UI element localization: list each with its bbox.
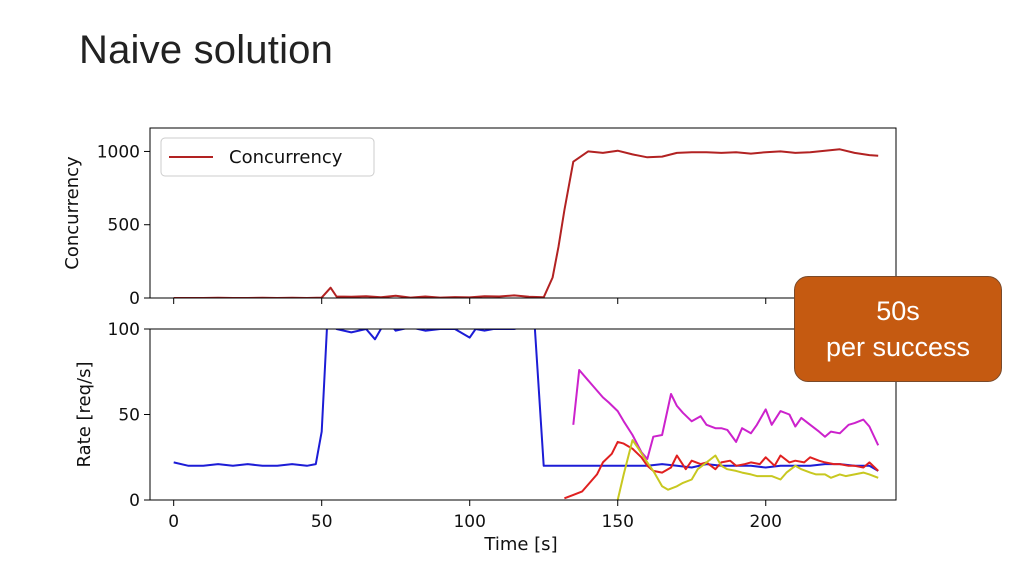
y-tick-label: 100 [108,320,140,340]
y-tick-label: 50 [118,406,140,426]
x-tick-label: 50 [311,512,333,532]
series-line-series-2 [572,369,880,460]
y-tick-label: 500 [108,216,140,236]
y-tick-label: 1000 [97,142,140,162]
x-tick-label: 150 [602,512,634,532]
slide-title: Naive solution [79,28,334,72]
legend-box [160,137,375,177]
callout-box: 50s per success [794,276,1002,382]
axes-frame [149,127,897,299]
x-axis-label: Time [s] [483,534,557,555]
legend-label: Concurrency [229,147,343,168]
callout-line-2: per success [825,332,971,362]
legend: Concurrency [160,137,375,177]
y-axis-label: Concurrency [62,156,83,270]
y-axis-label: Rate [req/s] [74,362,95,468]
x-tick-label: 0 [168,512,179,532]
series-line-series-4 [616,439,879,500]
y-tick-label: 0 [129,289,140,309]
concurrency-plot: 0 500 1000 Concurrency Concurrency [62,127,897,309]
y-tick-label: 0 [129,491,140,511]
x-tick-label: 200 [750,512,782,532]
x-tick-label: 100 [453,512,485,532]
series-line-series-3 [564,440,879,500]
series-group [173,329,880,500]
rate-plot: 0 50 100 0 50 100 150 200 Rate [req/s] Time [s] [74,320,897,555]
callout-line-1: 50s [876,296,920,326]
series-line-series-1 [173,329,879,472]
